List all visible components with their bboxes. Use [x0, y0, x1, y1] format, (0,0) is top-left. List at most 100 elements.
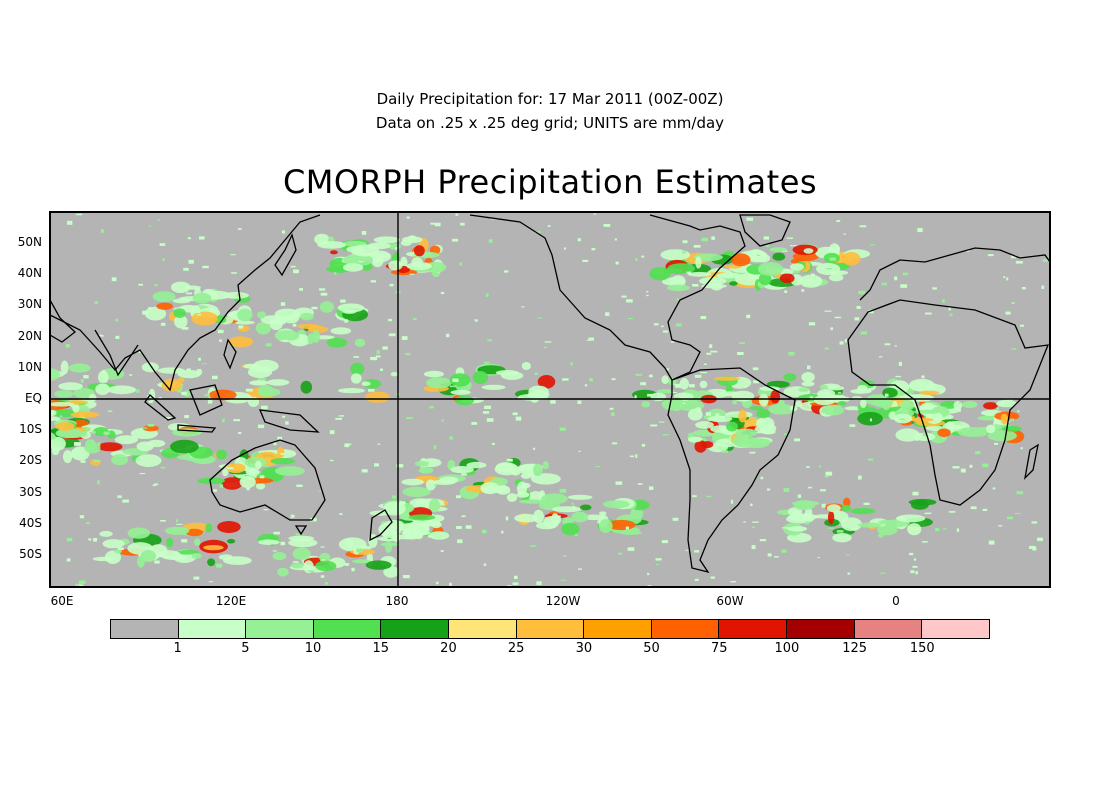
- precip-speckle: [148, 225, 151, 227]
- lat-label: 50N: [17, 235, 42, 249]
- precip-cell: [226, 463, 246, 473]
- precip-speckle: [66, 558, 71, 562]
- precip-cell: [860, 398, 867, 409]
- precip-speckle: [706, 352, 712, 355]
- precip-cell: [687, 408, 703, 421]
- precip-speckle: [534, 231, 541, 234]
- precip-speckle: [994, 442, 999, 445]
- precip-speckle: [204, 394, 210, 397]
- lon-label: 120W: [545, 594, 581, 608]
- lat-label: 30N: [17, 297, 42, 312]
- precip-speckle: [577, 238, 581, 242]
- precip-speckle: [409, 273, 415, 275]
- precip-cell: [135, 454, 162, 467]
- precip-cell: [801, 381, 815, 387]
- precip-speckle: [406, 216, 410, 219]
- precip-speckle: [102, 370, 106, 374]
- precip-cell: [650, 392, 667, 402]
- precip-speckle: [506, 458, 513, 462]
- precip-speckle: [701, 237, 709, 242]
- colorbar-label: 50: [643, 641, 660, 656]
- precip-speckle: [574, 533, 578, 537]
- precip-speckle: [703, 363, 707, 365]
- precip-speckle: [922, 541, 928, 543]
- precip-speckle: [505, 516, 509, 521]
- precip-speckle: [181, 391, 187, 396]
- precip-speckle: [588, 337, 594, 341]
- precip-cell: [533, 509, 544, 524]
- precip-speckle: [388, 333, 396, 337]
- precip-speckle: [353, 356, 359, 358]
- precip-speckle: [627, 318, 633, 320]
- precip-speckle: [782, 250, 788, 252]
- precip-speckle: [434, 484, 438, 487]
- precip-speckle: [176, 523, 183, 525]
- precip-speckle: [781, 549, 787, 553]
- precip-speckle: [181, 327, 189, 330]
- precip-cell: [911, 500, 929, 510]
- precip-speckle: [869, 244, 876, 246]
- precip-speckle: [550, 400, 556, 404]
- precip-cell: [72, 403, 80, 413]
- new-zealand-coast: [369, 509, 393, 542]
- precip-speckle: [533, 447, 536, 450]
- precip-cell: [844, 406, 862, 411]
- precip-cell: [50, 402, 75, 407]
- precip-speckle: [676, 298, 680, 301]
- precip-speckle: [751, 545, 756, 550]
- precip-cell: [828, 386, 845, 391]
- precip-speckle: [767, 488, 771, 491]
- precip-speckle: [941, 389, 945, 392]
- precip-cell: [114, 435, 138, 445]
- precip-speckle: [942, 528, 947, 530]
- precip-cell: [222, 468, 229, 477]
- precip-cell: [350, 244, 379, 257]
- precip-speckle: [899, 418, 905, 421]
- precip-speckle: [561, 579, 567, 581]
- precip-speckle: [547, 225, 551, 227]
- precip-speckle: [231, 272, 237, 274]
- precip-cell: [843, 497, 851, 507]
- precip-cell: [277, 567, 289, 577]
- precip-speckle: [765, 243, 770, 247]
- precip-speckle: [1041, 285, 1045, 289]
- precip-cell: [365, 391, 390, 403]
- precip-speckle: [93, 538, 98, 542]
- precip-speckle: [863, 502, 870, 505]
- precip-cell: [533, 463, 543, 477]
- precip-speckle: [455, 495, 461, 499]
- precip-cell: [408, 514, 436, 521]
- precip-cell: [361, 381, 371, 387]
- precip-speckle: [810, 273, 815, 277]
- precip-speckle: [752, 367, 759, 371]
- precip-speckle: [858, 290, 866, 295]
- precip-speckle: [208, 581, 214, 583]
- precip-cell: [326, 337, 348, 348]
- precip-speckle: [60, 415, 63, 417]
- precip-speckle: [1016, 491, 1024, 495]
- precip-speckle: [659, 421, 665, 423]
- precip-speckle: [79, 515, 85, 519]
- precip-cell: [237, 308, 253, 322]
- precip-speckle: [635, 454, 638, 458]
- precip-speckle: [656, 563, 660, 566]
- precip-speckle: [637, 483, 643, 485]
- precip-cell: [882, 387, 898, 398]
- precip-cell: [365, 560, 392, 570]
- precip-cell: [54, 390, 74, 398]
- precip-cell: [406, 262, 433, 270]
- precip-speckle: [682, 250, 686, 254]
- precip-speckle: [318, 490, 322, 492]
- north-america-coast: [469, 214, 746, 381]
- precip-cell: [18, 376, 29, 387]
- precip-cell: [270, 458, 296, 465]
- precip-speckle: [844, 338, 847, 343]
- precip-speckle: [395, 247, 399, 251]
- precip-speckle: [344, 563, 350, 566]
- precip-speckle: [198, 357, 201, 361]
- precip-cell: [249, 380, 269, 386]
- precip-cell: [173, 308, 186, 318]
- precip-speckle: [257, 424, 265, 429]
- precip-speckle: [461, 473, 467, 476]
- colorbar-label: 150: [909, 641, 935, 656]
